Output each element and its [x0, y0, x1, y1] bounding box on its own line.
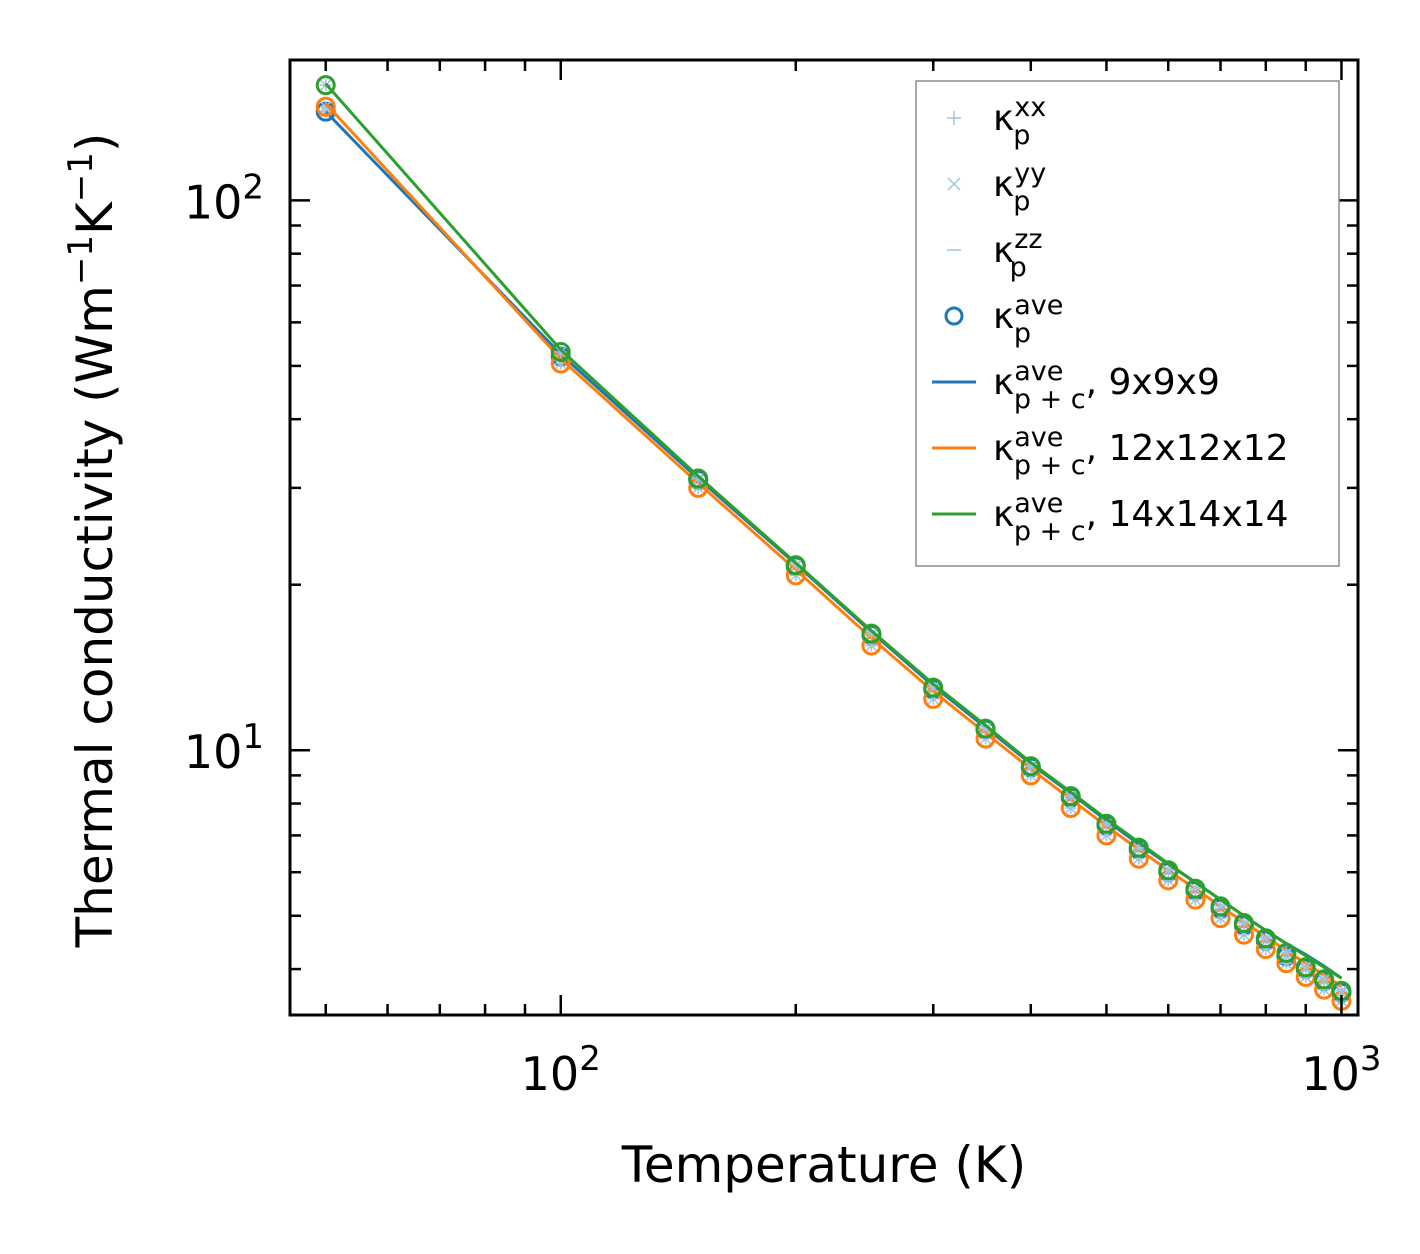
kave-circle	[1060, 786, 1081, 807]
legend-superscript: xx	[1014, 92, 1046, 123]
axis-ticks	[290, 60, 1358, 1015]
plot-marks	[315, 75, 1352, 1011]
legend-label: κave p	[993, 290, 1063, 349]
kave-circle	[315, 96, 336, 117]
legend-entry: κave p + c, 9x9x9	[932, 356, 1220, 415]
legend-superscript: ave	[1014, 488, 1063, 519]
x-tick-label: 103	[1301, 1039, 1381, 1101]
legend-symbol: κ	[993, 230, 1014, 271]
legend-superscript: ave	[1014, 356, 1063, 387]
y-axis-title-main: Thermal conductivity (Wm	[66, 285, 124, 948]
y-tick-label-exp: 2	[242, 167, 264, 207]
legend-symbol: κ	[993, 362, 1014, 403]
legend-label: κave p + c, 12x12x12	[993, 422, 1289, 481]
legend-subscript: p + c	[1014, 516, 1086, 547]
legend-label: κzz p	[993, 224, 1043, 283]
kyy-cross-b	[555, 346, 567, 358]
x-axis-title: Temperature (K)	[621, 1136, 1026, 1194]
x-tick-label-exp: 2	[579, 1039, 601, 1079]
kyy-cross-b	[790, 559, 802, 571]
kave-circle	[315, 75, 336, 96]
legend-suffix: , 9x9x9	[1086, 362, 1220, 403]
cross-marker-icon	[947, 177, 961, 191]
kave-circle	[550, 341, 571, 362]
kpc-line-12x12x12	[324, 102, 1343, 988]
kave-circle	[975, 718, 996, 739]
x-tick-label-base: 10	[521, 1047, 580, 1101]
kyy-cross-b	[865, 628, 877, 640]
y-axis-title-end: )	[66, 133, 124, 153]
legend-suffix: , 12x12x12	[1086, 428, 1289, 469]
kyy-cross-b	[1025, 760, 1037, 772]
legend-suffix: , 14x14x14	[1086, 494, 1289, 535]
kave-circle	[923, 677, 944, 698]
y-tick-label: 101	[184, 717, 264, 779]
x-tick-label: 102	[521, 1039, 601, 1101]
y-tick-label: 102	[184, 167, 264, 229]
legend-subscript: p	[1013, 120, 1030, 151]
kyy-cross-b	[1335, 985, 1347, 997]
kyy-cross-b	[320, 101, 332, 113]
x-tick-label-base: 10	[1301, 1047, 1360, 1101]
legend-label: κave p + c, 9x9x9	[993, 356, 1220, 415]
x-tick-label-exp: 3	[1360, 1039, 1382, 1079]
legend-symbol: κ	[993, 494, 1014, 535]
legend-entry: κyy p	[947, 158, 1046, 217]
legend-symbol: κ	[993, 164, 1014, 205]
y-axis-title: Thermal conductivity (Wm−1K−1)	[61, 133, 124, 949]
circle-marker-icon	[944, 306, 964, 326]
plot-frame	[288, 58, 1360, 1017]
kyy-cross-b	[692, 472, 704, 485]
kyy-cross-b	[1318, 973, 1330, 985]
legend-label: κyy p	[993, 158, 1046, 217]
kave-circle	[688, 468, 709, 489]
kyy-cross-b	[979, 723, 992, 735]
legend-entry: κave p	[944, 290, 1063, 349]
legend-subscript: p	[1013, 186, 1030, 217]
legend-superscript: ave	[1014, 290, 1063, 321]
legend-symbol: κ	[993, 296, 1014, 337]
kyy-cross-b	[927, 682, 939, 694]
legend-label: κxx p	[993, 92, 1046, 151]
legend-entry: κave p + c, 12x12x12	[932, 422, 1289, 481]
y-tick-label-base: 10	[184, 175, 243, 229]
legend-box	[915, 80, 1340, 567]
legend-label: κave p + c, 14x14x14	[993, 488, 1289, 547]
legend-entry: κave p + c, 14x14x14	[932, 488, 1289, 547]
legend-superscript: zz	[1014, 224, 1042, 255]
legend-superscript: ave	[1014, 422, 1063, 453]
kave-circle	[785, 555, 806, 576]
legend-symbol: κ	[993, 98, 1014, 139]
kpc-line-14x14x14	[324, 82, 1343, 980]
legend-symbol: κ	[993, 428, 1014, 469]
legend-subscript: p + c	[1014, 450, 1086, 481]
legend-subscript: p	[1010, 252, 1027, 283]
kave-circle	[1295, 957, 1316, 978]
legend-entry: κxx p	[947, 92, 1046, 151]
legend-subscript: p	[1014, 318, 1031, 349]
series-14x14x14	[315, 75, 1352, 1001]
kave-circle	[861, 623, 882, 644]
kave-circle	[1314, 969, 1335, 990]
kyy-cross-b	[1300, 961, 1312, 973]
y-tick-label-base: 10	[184, 725, 243, 779]
legend-superscript: yy	[1014, 158, 1046, 189]
y-axis-title-sup1: −1	[61, 235, 101, 285]
y-axis-title-sup2: −1	[61, 152, 101, 202]
y-axis-title-mid: K	[66, 201, 124, 235]
kyy-cross-b	[1260, 932, 1272, 944]
legend-subscript: p + c	[1014, 384, 1086, 415]
kyy-cross-b	[1280, 947, 1292, 959]
legend-entry: κzz p	[947, 224, 1043, 283]
y-tick-label-exp: 1	[242, 717, 264, 757]
kave-circle	[1020, 756, 1041, 777]
